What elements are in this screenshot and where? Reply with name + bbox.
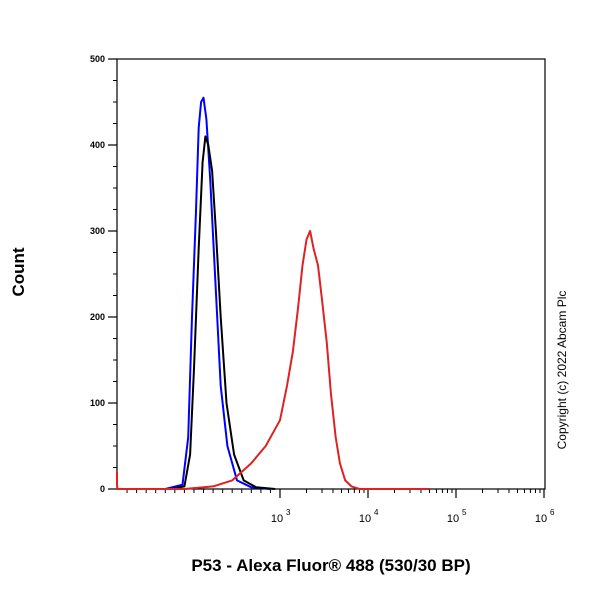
y-tick-label: 400: [90, 140, 105, 150]
x-tick-label: 10: [447, 513, 459, 525]
histogram-series: [116, 96, 430, 490]
series-line-1: [165, 96, 271, 490]
x-tick-exponent: 4: [374, 508, 379, 517]
y-axis-title: Count: [9, 247, 28, 296]
x-tick-label: 10: [359, 513, 371, 525]
x-tick-exponent: 3: [286, 508, 291, 517]
x-tick-exponent: 5: [462, 508, 467, 517]
y-tick-label: 0: [100, 484, 105, 494]
y-tick-label: 500: [90, 54, 105, 64]
y-axis: 0 100 200 300 400 500: [90, 54, 117, 494]
series-line-2: [169, 135, 276, 490]
x-tick-label: 10: [271, 513, 283, 525]
series-line-3: [116, 230, 430, 490]
y-tick-label: 100: [90, 398, 105, 408]
plot-frame: [116, 58, 546, 490]
copyright-text: Copyright (c) 2022 Abcam Plc: [555, 291, 569, 450]
x-tick-exponent: 6: [550, 508, 555, 517]
x-axis-title: P53 - Alexa Fluor® 488 (530/30 BP): [191, 556, 470, 575]
y-tick-label: 300: [90, 226, 105, 236]
x-tick-label: 10: [535, 513, 547, 525]
y-tick-label: 200: [90, 312, 105, 322]
